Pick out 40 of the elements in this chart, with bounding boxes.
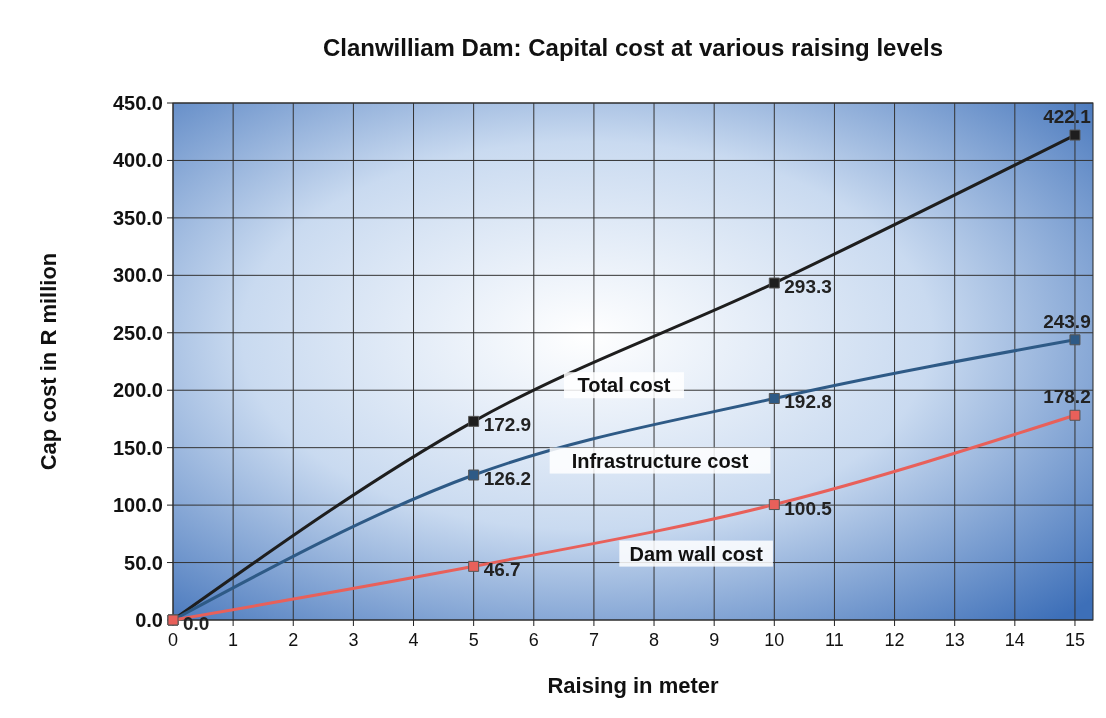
y-tick-label: 250.0 <box>112 321 163 344</box>
x-tick-label: 15 <box>1064 630 1085 650</box>
x-tick-label: 12 <box>884 630 905 650</box>
x-tick-label: 14 <box>1004 630 1025 650</box>
x-axis-title: Raising in meter <box>547 673 720 698</box>
x-tick-label: 9 <box>709 630 720 650</box>
y-tick-label: 200.0 <box>112 379 163 402</box>
x-tick-label: 7 <box>588 630 599 650</box>
y-tick-label: 50.0 <box>124 551 163 574</box>
series-label: Dam wall cost <box>629 542 764 565</box>
y-tick-label: 300.0 <box>112 264 163 287</box>
x-tick-label: 11 <box>825 630 844 650</box>
data-label: 243.9 <box>1043 310 1091 332</box>
y-axis-title: Cap cost in R million <box>36 252 61 471</box>
data-label: 46.7 <box>483 559 521 581</box>
series-label: Total cost <box>577 374 671 397</box>
data-label: 422.1 <box>1043 106 1092 128</box>
x-tick-label: 4 <box>408 630 419 650</box>
series-label: Infrastructure cost <box>571 449 749 472</box>
x-tick-label: 10 <box>764 630 785 650</box>
x-tick-label: 6 <box>528 630 539 650</box>
x-tick-label: 0 <box>167 630 179 650</box>
x-tick-label: 5 <box>468 630 479 650</box>
data-label: 293.3 <box>784 276 832 298</box>
x-tick-label: 1 <box>228 630 239 650</box>
data-label: 172.9 <box>483 414 532 436</box>
chart-title: Clanwilliam Dam: Capital cost at various raising levels <box>322 34 944 61</box>
y-tick-label: 0.0 <box>135 609 163 631</box>
data-label: 126.2 <box>483 468 532 490</box>
y-tick-label: 350.0 <box>112 206 163 229</box>
x-tick-label: 2 <box>288 630 299 650</box>
x-tick-label: 13 <box>944 630 965 650</box>
y-tick-label: 450.0 <box>112 92 163 114</box>
data-label: 178.2 <box>1043 386 1091 408</box>
y-tick-label: 100.0 <box>112 494 163 517</box>
y-tick-label: 150.0 <box>112 436 163 459</box>
x-tick-label: 3 <box>348 630 359 650</box>
data-label: 192.8 <box>784 391 832 413</box>
x-tick-label: 8 <box>649 630 660 650</box>
y-tick-label: 400.0 <box>112 149 163 172</box>
